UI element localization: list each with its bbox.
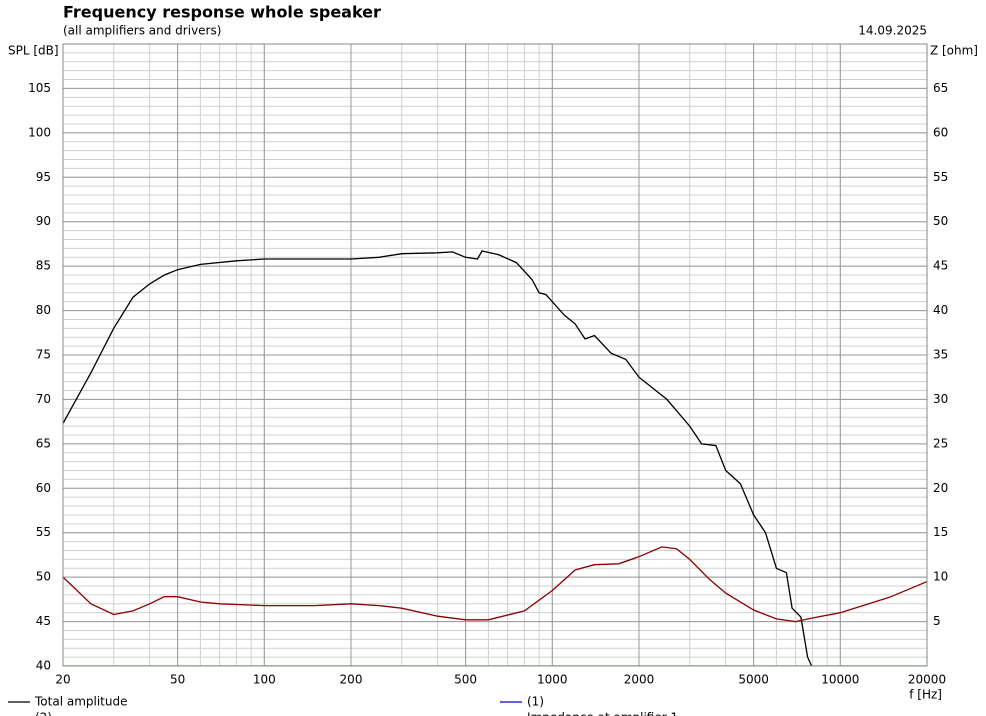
x-tick-label: 50 [170,673,185,687]
y2-tick-label: 15 [933,525,948,539]
y2-tick-label: 60 [933,125,948,139]
y-tick-label: 100 [28,125,51,139]
y2-tick-label: 20 [933,481,948,495]
y-tick-label: 70 [36,392,51,406]
series-line [63,546,927,623]
legend-label: Impedance at amplifier 1 [527,711,678,716]
x-tick-label: 200 [340,673,363,687]
y-tick-label: 105 [28,81,51,95]
x-tick-label: 5000 [738,673,769,687]
y-tick-label: 80 [36,303,51,317]
legend-label: (1) [527,695,544,709]
x-tick-label: 10000 [821,673,859,687]
x-tick-label: 500 [454,673,477,687]
chart-date: 14.09.2025 [858,24,927,38]
y2-tick-label: 50 [933,214,948,228]
x-tick-label: 100 [253,673,276,687]
y2-tick-label: 40 [933,303,948,317]
chart-subtitle: (all amplifiers and drivers) [63,24,221,38]
legend-label: Total amplitude [34,695,127,709]
y-tick-label: 55 [36,525,51,539]
x-axis-label: f [Hz] [909,688,942,702]
legend-label: (2) [35,711,52,716]
y2-tick-label: 10 [933,570,948,584]
y-tick-label: 50 [36,570,51,584]
y2-tick-label: 35 [933,348,948,362]
y-tick-label: 65 [36,436,51,450]
x-tick-label: 20 [55,673,70,687]
y-axis-label: SPL [dB] [8,44,59,58]
y2-tick-label: 45 [933,259,948,273]
y-tick-label: 85 [36,259,51,273]
plot-area [63,250,927,666]
chart-title: Frequency response whole speaker [63,3,381,22]
y2-tick-label: 55 [933,170,948,184]
y-tick-label: 60 [36,481,51,495]
series-line [63,250,813,666]
y-tick-label: 45 [36,614,51,628]
grid [62,43,928,667]
plot-frame [62,43,928,667]
y-tick-label: 95 [36,170,51,184]
y-tick-label: 40 [36,659,51,673]
y2-tick-label: 65 [933,81,948,95]
x-tick-label: 20000 [908,673,946,687]
y-tick-label: 90 [36,214,51,228]
y2-tick-label: 5 [933,614,941,628]
x-tick-label: 2000 [624,673,655,687]
y-tick-label: 75 [36,348,51,362]
x-tick-label: 1000 [537,673,568,687]
y2-tick-label: 25 [933,436,948,450]
y2-tick-label: 30 [933,392,948,406]
y2-axis-label: Z [ohm] [930,44,978,58]
